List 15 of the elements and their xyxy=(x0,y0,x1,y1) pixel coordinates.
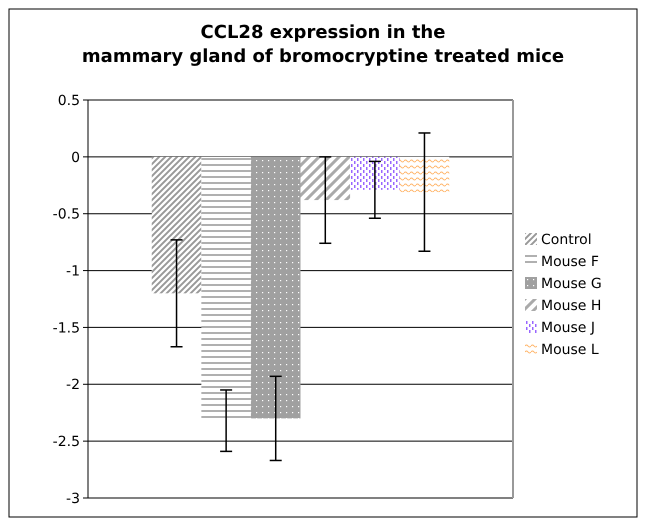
legend-label: Mouse L xyxy=(541,342,599,358)
legend-label: Control xyxy=(541,232,592,248)
y-tick-label: -2.5 xyxy=(52,434,80,450)
y-tick-label: -1.5 xyxy=(52,320,80,336)
legend-label: Mouse F xyxy=(541,254,599,270)
y-tick-label: -3 xyxy=(66,490,80,507)
chart-title: CCL28 expression in the mammary gland of bromocryptine treated mice xyxy=(82,22,564,67)
y-tick-label: 0.5 xyxy=(58,92,80,109)
legend-label: Mouse H xyxy=(541,298,602,314)
y-tick-label: -1 xyxy=(66,263,80,280)
y-tick-label: -0.5 xyxy=(52,206,80,223)
legend-label: Mouse G xyxy=(541,276,602,292)
y-tick-label: -2 xyxy=(66,377,80,394)
y-tick-label: 0 xyxy=(71,150,80,166)
legend-label: Mouse J xyxy=(541,320,596,336)
